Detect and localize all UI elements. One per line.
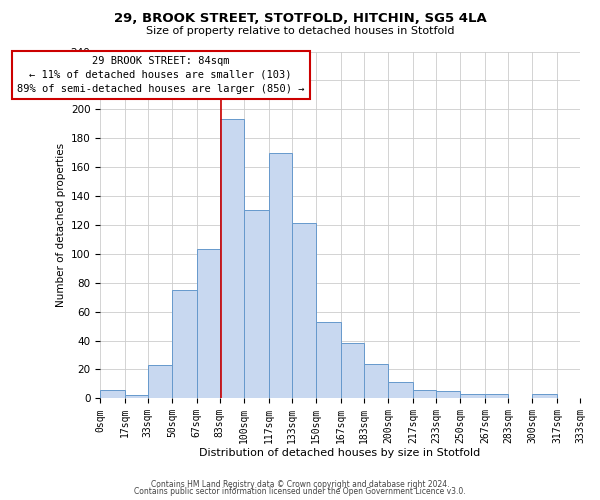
- Text: Size of property relative to detached houses in Stotfold: Size of property relative to detached ho…: [146, 26, 454, 36]
- Bar: [148, 365, 172, 398]
- Bar: [269, 152, 292, 398]
- X-axis label: Distribution of detached houses by size in Stotfold: Distribution of detached houses by size …: [199, 448, 481, 458]
- Bar: [220, 120, 244, 398]
- Bar: [244, 210, 269, 398]
- Bar: [100, 390, 125, 398]
- Bar: [341, 344, 364, 398]
- Bar: [316, 322, 341, 398]
- Bar: [532, 394, 557, 398]
- Bar: [436, 391, 460, 398]
- Text: 29 BROOK STREET: 84sqm
← 11% of detached houses are smaller (103)
89% of semi-de: 29 BROOK STREET: 84sqm ← 11% of detached…: [17, 56, 304, 94]
- Bar: [460, 394, 485, 398]
- Bar: [364, 364, 388, 398]
- Bar: [172, 290, 197, 399]
- Bar: [413, 390, 436, 398]
- Bar: [197, 250, 220, 398]
- Text: Contains HM Land Registry data © Crown copyright and database right 2024.: Contains HM Land Registry data © Crown c…: [151, 480, 449, 489]
- Bar: [292, 224, 316, 398]
- Y-axis label: Number of detached properties: Number of detached properties: [56, 143, 67, 307]
- Bar: [125, 396, 148, 398]
- Bar: [485, 394, 508, 398]
- Text: Contains public sector information licensed under the Open Government Licence v3: Contains public sector information licen…: [134, 487, 466, 496]
- Bar: [388, 382, 413, 398]
- Text: 29, BROOK STREET, STOTFOLD, HITCHIN, SG5 4LA: 29, BROOK STREET, STOTFOLD, HITCHIN, SG5…: [113, 12, 487, 26]
